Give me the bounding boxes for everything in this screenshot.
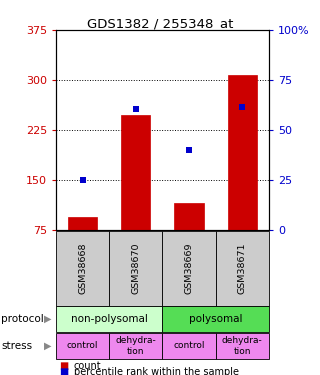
Text: control: control [67, 341, 98, 350]
Text: ■: ■ [59, 368, 68, 375]
Bar [174, 203, 204, 230]
Text: dehydra-
tion: dehydra- tion [222, 336, 263, 356]
Bar [121, 115, 150, 230]
Text: polysomal: polysomal [189, 314, 242, 324]
Text: GSM38668: GSM38668 [78, 242, 87, 294]
Text: stress: stress [1, 341, 32, 351]
Text: ▶: ▶ [44, 341, 52, 351]
Bar [68, 216, 97, 230]
Text: control: control [173, 341, 205, 350]
Text: GSM38669: GSM38669 [185, 242, 194, 294]
Text: GSM38671: GSM38671 [238, 242, 247, 294]
Text: ■: ■ [59, 361, 68, 370]
Text: GDS1382 / 255348_at: GDS1382 / 255348_at [87, 17, 233, 30]
Text: percentile rank within the sample: percentile rank within the sample [74, 368, 239, 375]
Text: non-polysomal: non-polysomal [71, 314, 148, 324]
Text: protocol: protocol [1, 314, 44, 324]
Text: GSM38670: GSM38670 [131, 242, 140, 294]
Text: ▶: ▶ [44, 314, 52, 324]
Bar [228, 75, 257, 230]
Text: dehydra-
tion: dehydra- tion [116, 336, 156, 356]
Text: count: count [74, 361, 101, 370]
